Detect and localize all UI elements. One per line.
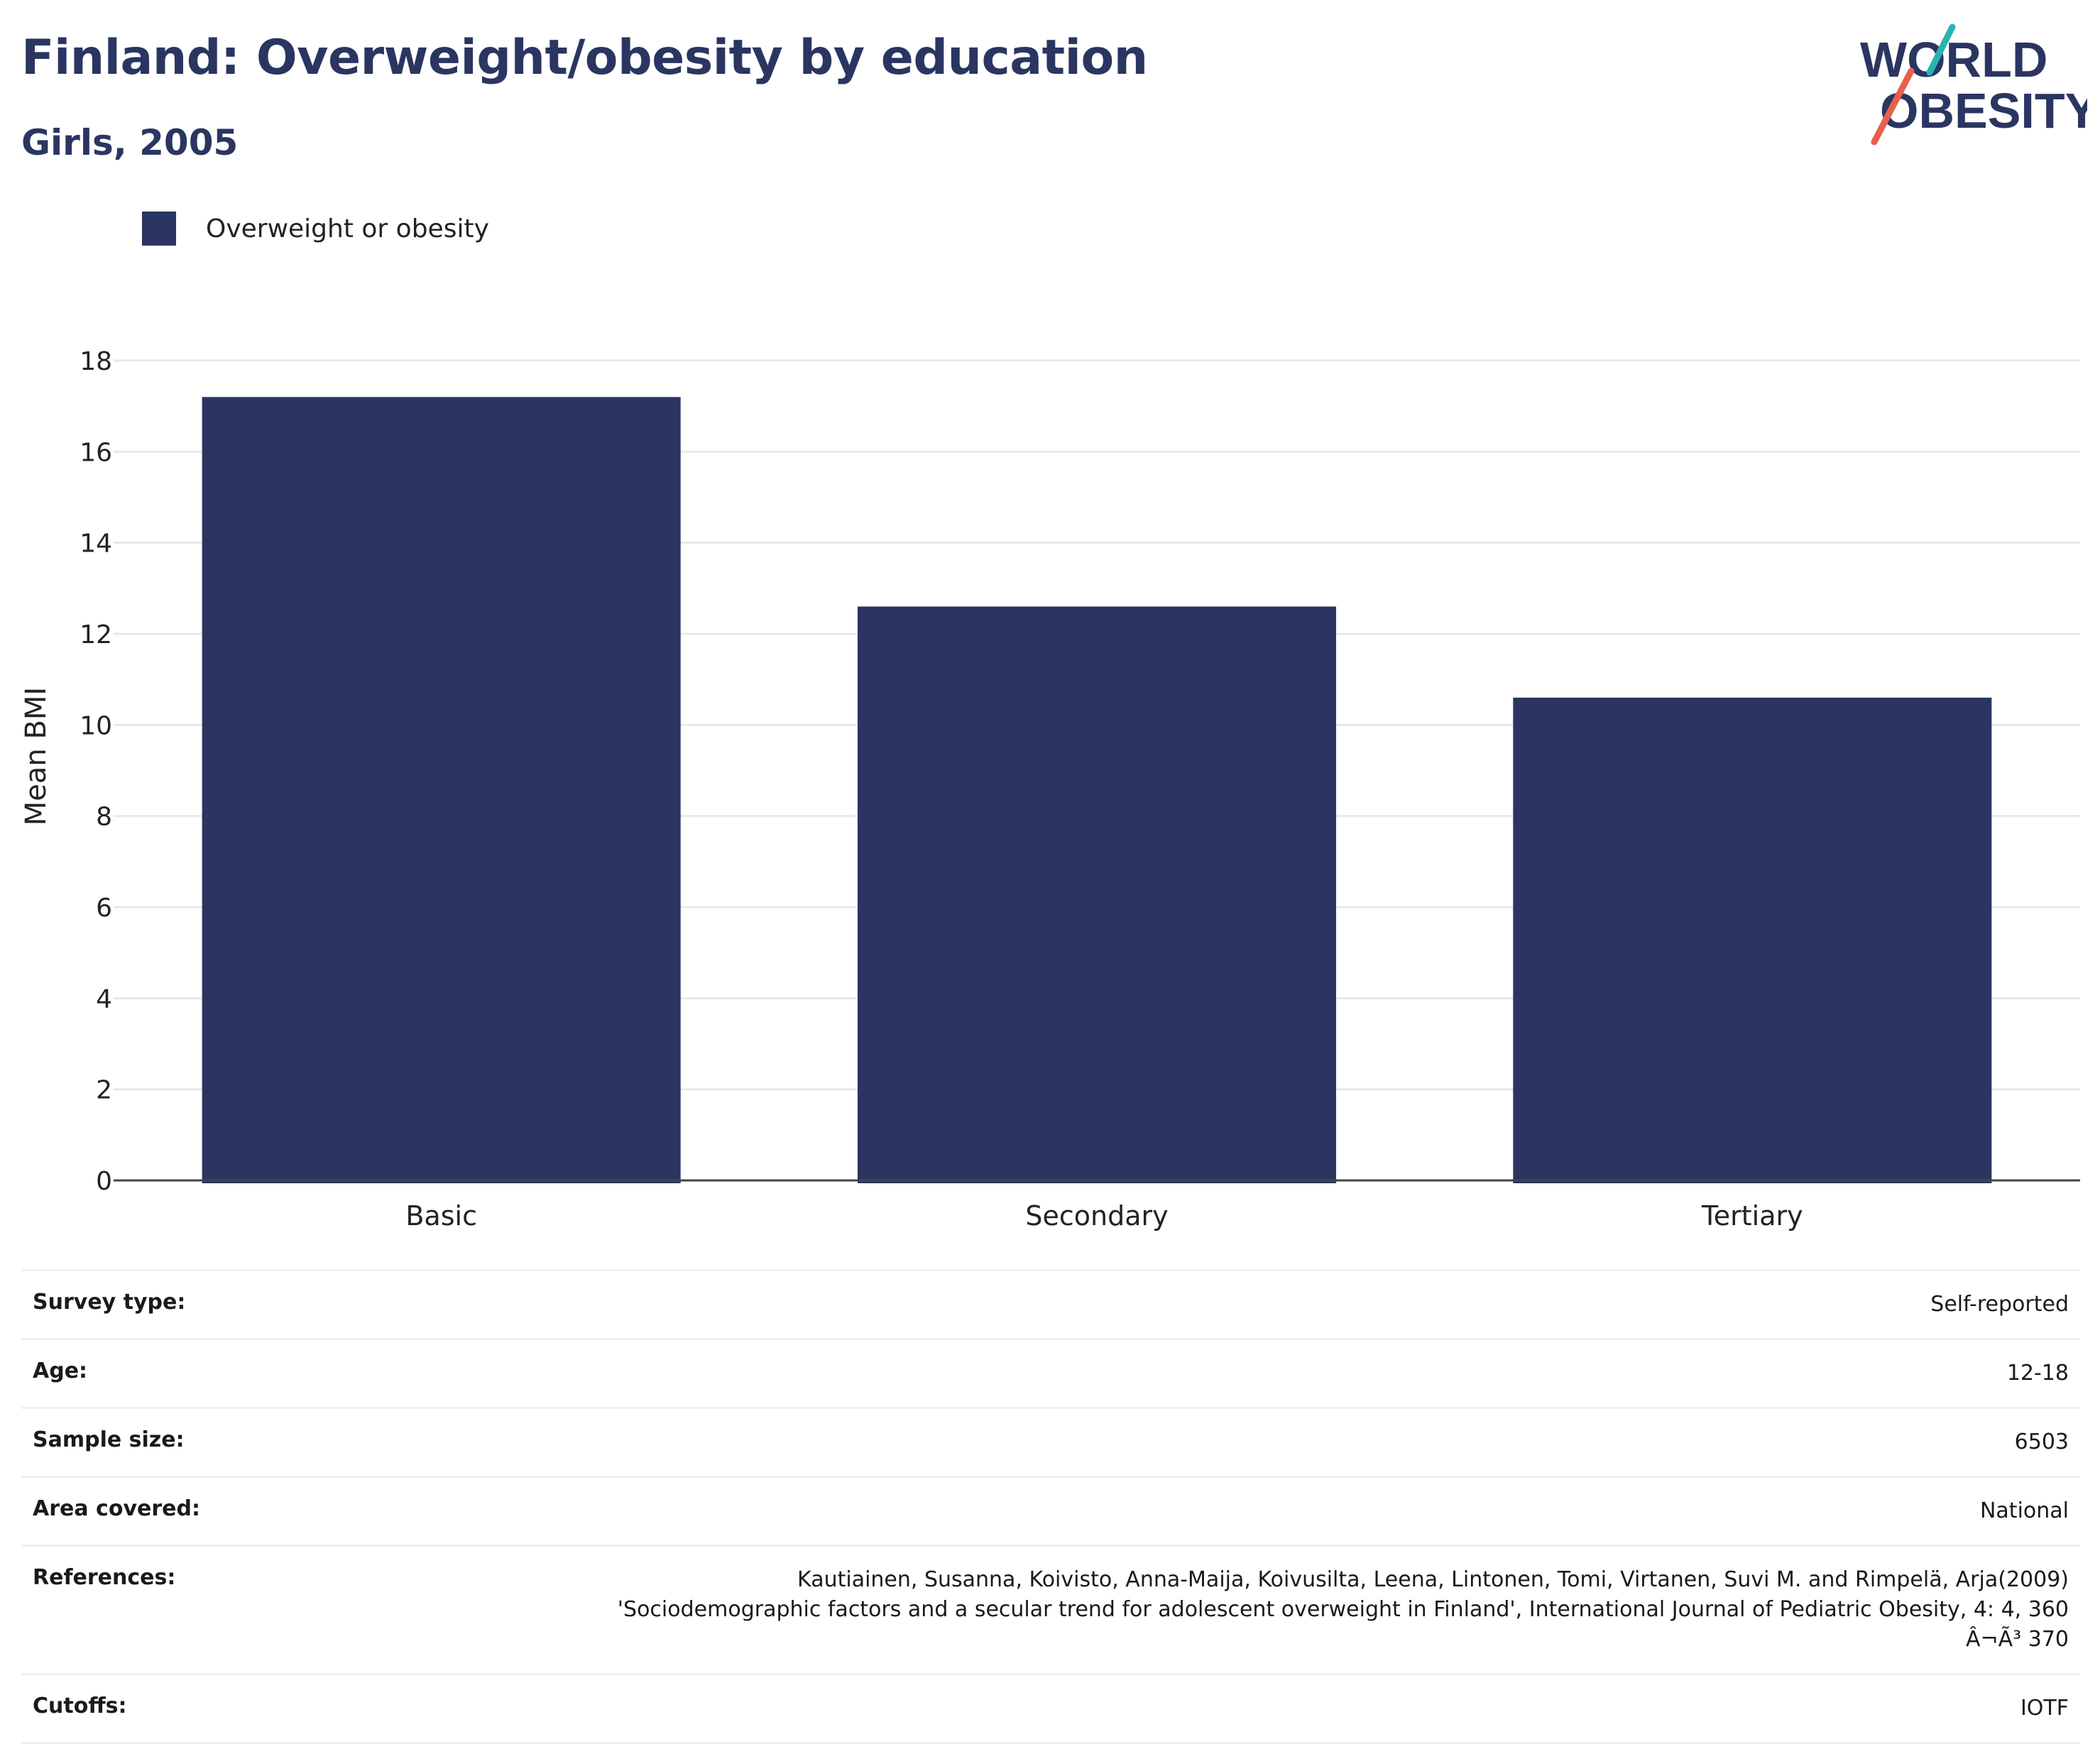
- info-value: Self-reported: [256, 1269, 2080, 1340]
- y-tick-label: 16: [80, 438, 112, 467]
- info-value: Kautiainen, Susanna, Koivisto, Anna-Maij…: [256, 1545, 2080, 1675]
- bar-secondary[interactable]: [857, 606, 1337, 1184]
- y-tick-label: 8: [96, 803, 112, 832]
- world-obesity-logo: WORLD OBESITY: [1860, 23, 2087, 146]
- info-value: 6503: [256, 1408, 2080, 1478]
- bar-basic[interactable]: [202, 397, 681, 1184]
- info-key: Sample size:: [21, 1408, 257, 1478]
- logo-word-world: WORLD: [1860, 32, 2047, 87]
- chart-subtitle: Girls, 2005: [21, 122, 239, 163]
- logo-word-obesity: OBESITY: [1880, 83, 2087, 138]
- y-tick-label: 10: [80, 711, 112, 740]
- info-row: Sample size: 6503: [21, 1408, 2080, 1478]
- bar-chart: 0 2 4 6 8 10 12 14 16 18 Basic Secondary Tertiary M…: [20, 347, 2080, 1232]
- bars: [202, 397, 1992, 1184]
- bar-tertiary[interactable]: [1513, 697, 1992, 1183]
- survey-info-table: Survey type: Self-reported Age: 12-18 Sample…: [21, 1269, 2080, 1744]
- info-row: Area covered: National: [21, 1476, 2080, 1547]
- info-value: IOTF: [256, 1674, 2080, 1744]
- legend-label: Overweight or obesity: [206, 214, 489, 243]
- info-row: Age: 12-18: [21, 1339, 2080, 1409]
- x-tick-label: Basic: [405, 1200, 477, 1232]
- y-tick-labels: 0 2 4 6 8 10 12 14 16 18: [80, 347, 112, 1196]
- info-key: References:: [21, 1545, 257, 1675]
- y-tick-label: 18: [80, 347, 112, 376]
- info-value: 12-18: [256, 1339, 2080, 1409]
- chart-title: Finland: Overweight/obesity by education: [21, 30, 1148, 86]
- info-key: Survey type:: [21, 1269, 257, 1340]
- info-key: Area covered:: [21, 1476, 257, 1547]
- info-value: National: [256, 1476, 2080, 1547]
- x-tick-label: Secondary: [1025, 1200, 1168, 1232]
- x-tick-labels: Basic Secondary Tertiary: [405, 1200, 1803, 1232]
- y-axis-label: Mean BMI: [20, 687, 53, 826]
- y-tick-label: 4: [96, 985, 112, 1014]
- y-tick-label: 6: [96, 894, 112, 923]
- logo-slash-teal: [1926, 23, 1956, 76]
- logo-slash-red: [1871, 67, 1915, 146]
- info-row: Survey type: Self-reported: [21, 1269, 2080, 1340]
- y-tick-label: 2: [96, 1076, 112, 1105]
- legend-swatch: [142, 212, 176, 246]
- y-tick-label: 12: [80, 620, 112, 649]
- info-row: References: Kautiainen, Susanna, Koivisto…: [21, 1545, 2080, 1675]
- y-tick-label: 14: [80, 530, 112, 559]
- info-key: Cutoffs:: [21, 1674, 257, 1744]
- chart-legend[interactable]: Overweight or obesity: [142, 212, 489, 246]
- info-row: Cutoffs: IOTF: [21, 1674, 2080, 1744]
- info-key: Age:: [21, 1339, 257, 1409]
- y-tick-label: 0: [96, 1167, 112, 1196]
- x-tick-label: Tertiary: [1701, 1200, 1803, 1232]
